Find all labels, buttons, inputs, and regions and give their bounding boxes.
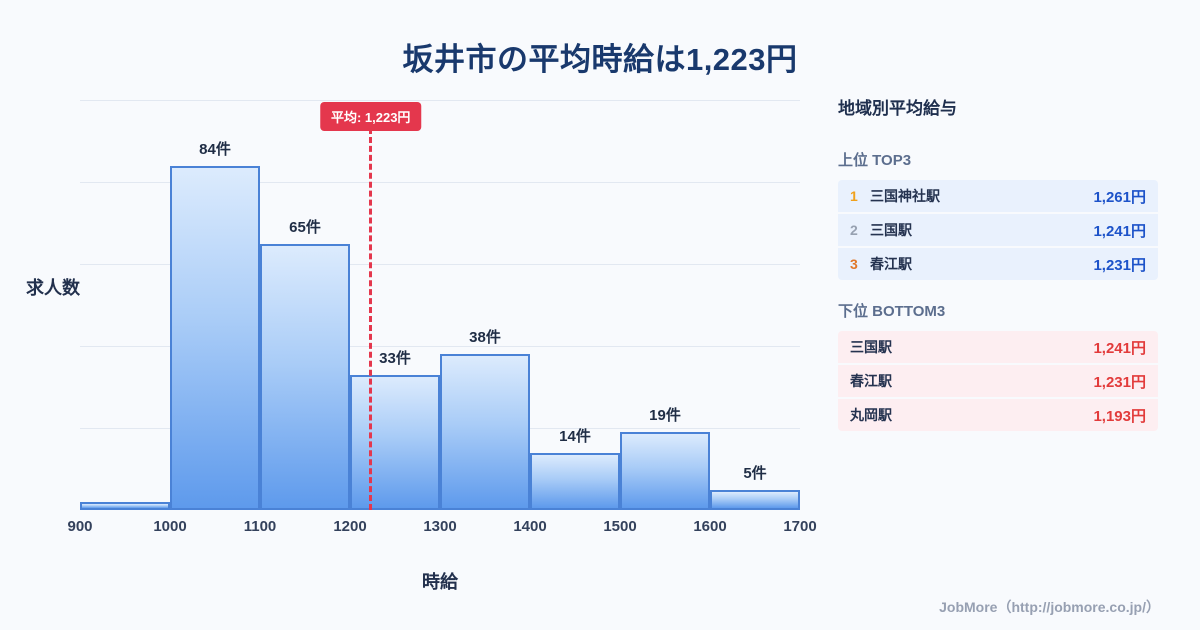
- gridline: [80, 346, 800, 347]
- histogram-bar: [350, 374, 440, 510]
- x-axis-label: 時給: [422, 572, 458, 592]
- histogram-bar: [80, 501, 170, 510]
- x-tick-label: 1700: [783, 518, 817, 535]
- histogram-bar: [710, 489, 800, 510]
- bar-count-label: 14件: [559, 427, 591, 445]
- wage-value: 1,231円: [1093, 373, 1146, 391]
- bottom3-heading: 下位 BOTTOM3: [838, 303, 946, 320]
- table-row: 丸岡駅 1,193円: [838, 399, 1158, 431]
- region-salary-panel: 地域別平均給与 上位 TOP3 1 三国神社駅 1,261円 2 三国駅 1,2…: [838, 94, 1158, 451]
- page-title: 坂井市の平均時給は1,223円: [402, 42, 798, 77]
- station-name: 丸岡駅: [850, 407, 892, 423]
- bar-count-label: 65件: [289, 218, 321, 236]
- histogram-bar: [260, 243, 350, 510]
- histogram-bar: [530, 452, 620, 510]
- gridline: [80, 100, 800, 101]
- panel-title: 地域別平均給与: [838, 99, 957, 118]
- average-line: [369, 128, 373, 510]
- x-tick-label: 1100: [243, 518, 277, 535]
- rank-badge: 2: [850, 222, 858, 238]
- station-name: 三国駅: [850, 339, 892, 355]
- bar-count-label: 5件: [743, 464, 767, 482]
- bar-count-label: 33件: [379, 349, 411, 367]
- average-badge: 平均: 1,223円: [319, 102, 422, 131]
- x-tick-label: 1300: [423, 518, 457, 535]
- x-tick-label: 1000: [153, 518, 187, 535]
- gridline: [80, 182, 800, 183]
- wage-value: 1,231円: [1093, 256, 1146, 274]
- top3-table: 1 三国神社駅 1,261円 2 三国駅 1,241円 3 春江駅 1,231円: [838, 180, 1158, 280]
- station-name: 春江駅: [850, 373, 892, 389]
- station-name: 春江駅: [870, 256, 912, 272]
- top3-heading: 上位 TOP3: [838, 152, 912, 169]
- histogram-bar: [440, 354, 530, 510]
- wage-value: 1,261円: [1093, 188, 1146, 206]
- gridline: [80, 264, 800, 265]
- table-row: 春江駅 1,231円: [838, 365, 1158, 397]
- rank-badge: 1: [850, 188, 858, 204]
- table-row: 1 三国神社駅 1,261円: [838, 180, 1158, 212]
- x-tick-label: 1500: [603, 518, 637, 535]
- bar-count-label: 19件: [649, 407, 681, 425]
- table-row: 三国駅 1,241円: [838, 331, 1158, 363]
- x-tick-label: 1600: [693, 518, 727, 535]
- histogram-bar: [620, 432, 710, 510]
- wage-value: 1,193円: [1093, 407, 1146, 425]
- x-tick-label: 900: [67, 518, 93, 535]
- station-name: 三国駅: [870, 222, 912, 238]
- table-row: 2 三国駅 1,241円: [838, 214, 1158, 246]
- bar-count-label: 84件: [199, 140, 231, 158]
- rank-badge: 3: [850, 256, 858, 272]
- histogram-bar: [170, 165, 260, 510]
- bottom3-table: 三国駅 1,241円 春江駅 1,231円 丸岡駅 1,193円: [838, 331, 1158, 431]
- credit-text: JobMore（http://jobmore.co.jp/）: [939, 599, 1160, 615]
- wage-value: 1,241円: [1093, 339, 1146, 357]
- y-axis-label: 求人数: [26, 278, 80, 298]
- histogram: 84件 65件 33件 38件 14件 19件 5件 900 1000 1100 1200 1300 1…: [67, 100, 817, 535]
- wage-value: 1,241円: [1093, 222, 1146, 240]
- table-row: 3 春江駅 1,231円: [838, 248, 1158, 280]
- x-tick-label: 1200: [333, 518, 367, 535]
- station-name: 三国神社駅: [870, 188, 940, 204]
- x-tick-label: 1400: [513, 518, 547, 535]
- bar-count-label: 38件: [469, 329, 501, 347]
